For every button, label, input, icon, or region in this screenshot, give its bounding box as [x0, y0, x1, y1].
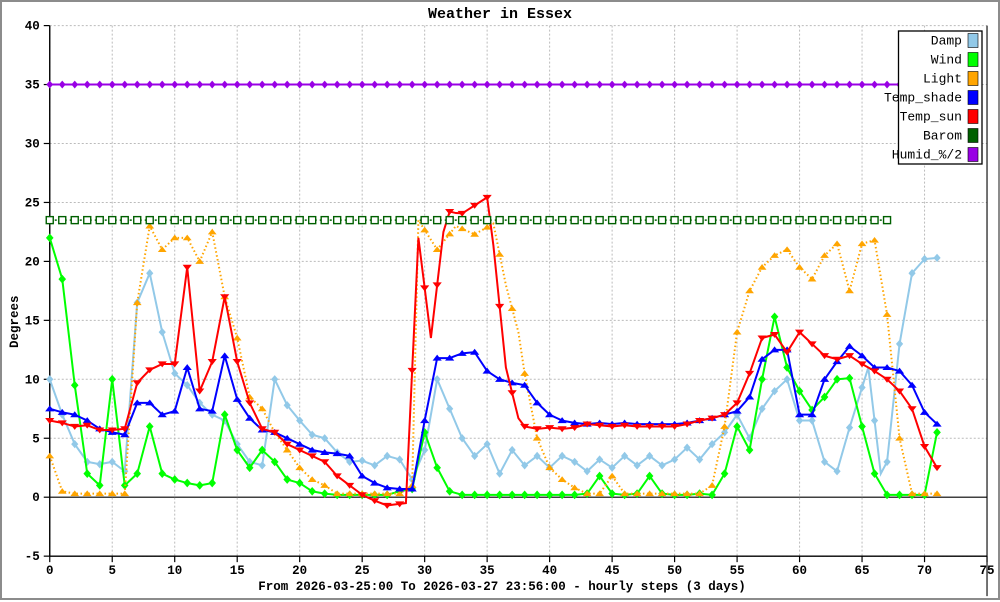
svg-text:35: 35 — [480, 564, 495, 578]
svg-text:Damp: Damp — [931, 34, 962, 49]
svg-text:0: 0 — [32, 491, 40, 505]
svg-text:65: 65 — [855, 564, 870, 578]
svg-text:25: 25 — [25, 196, 40, 210]
svg-text:5: 5 — [108, 564, 116, 578]
svg-text:Temp_shade: Temp_shade — [884, 91, 962, 106]
svg-text:50: 50 — [667, 564, 682, 578]
svg-text:Humid_%/2: Humid_%/2 — [892, 148, 962, 163]
svg-text:15: 15 — [230, 564, 245, 578]
svg-text:60: 60 — [792, 564, 807, 578]
svg-text:40: 40 — [25, 20, 40, 34]
svg-text:5: 5 — [32, 432, 40, 446]
svg-text:35: 35 — [25, 79, 40, 93]
svg-text:20: 20 — [25, 255, 40, 269]
svg-text:Barom: Barom — [923, 129, 962, 144]
svg-text:-5: -5 — [25, 550, 40, 564]
svg-text:25: 25 — [355, 564, 370, 578]
svg-text:30: 30 — [25, 138, 40, 152]
svg-text:15: 15 — [25, 314, 40, 328]
svg-text:45: 45 — [605, 564, 620, 578]
svg-text:55: 55 — [730, 564, 745, 578]
svg-text:Wind: Wind — [931, 53, 962, 68]
svg-text:30: 30 — [417, 564, 432, 578]
svg-text:70: 70 — [917, 564, 932, 578]
svg-text:10: 10 — [25, 373, 40, 387]
svg-text:40: 40 — [542, 564, 557, 578]
svg-text:10: 10 — [167, 564, 182, 578]
svg-text:Temp_sun: Temp_sun — [900, 110, 962, 125]
svg-text:Light: Light — [923, 72, 962, 87]
svg-text:0: 0 — [46, 564, 54, 578]
svg-text:20: 20 — [292, 564, 307, 578]
